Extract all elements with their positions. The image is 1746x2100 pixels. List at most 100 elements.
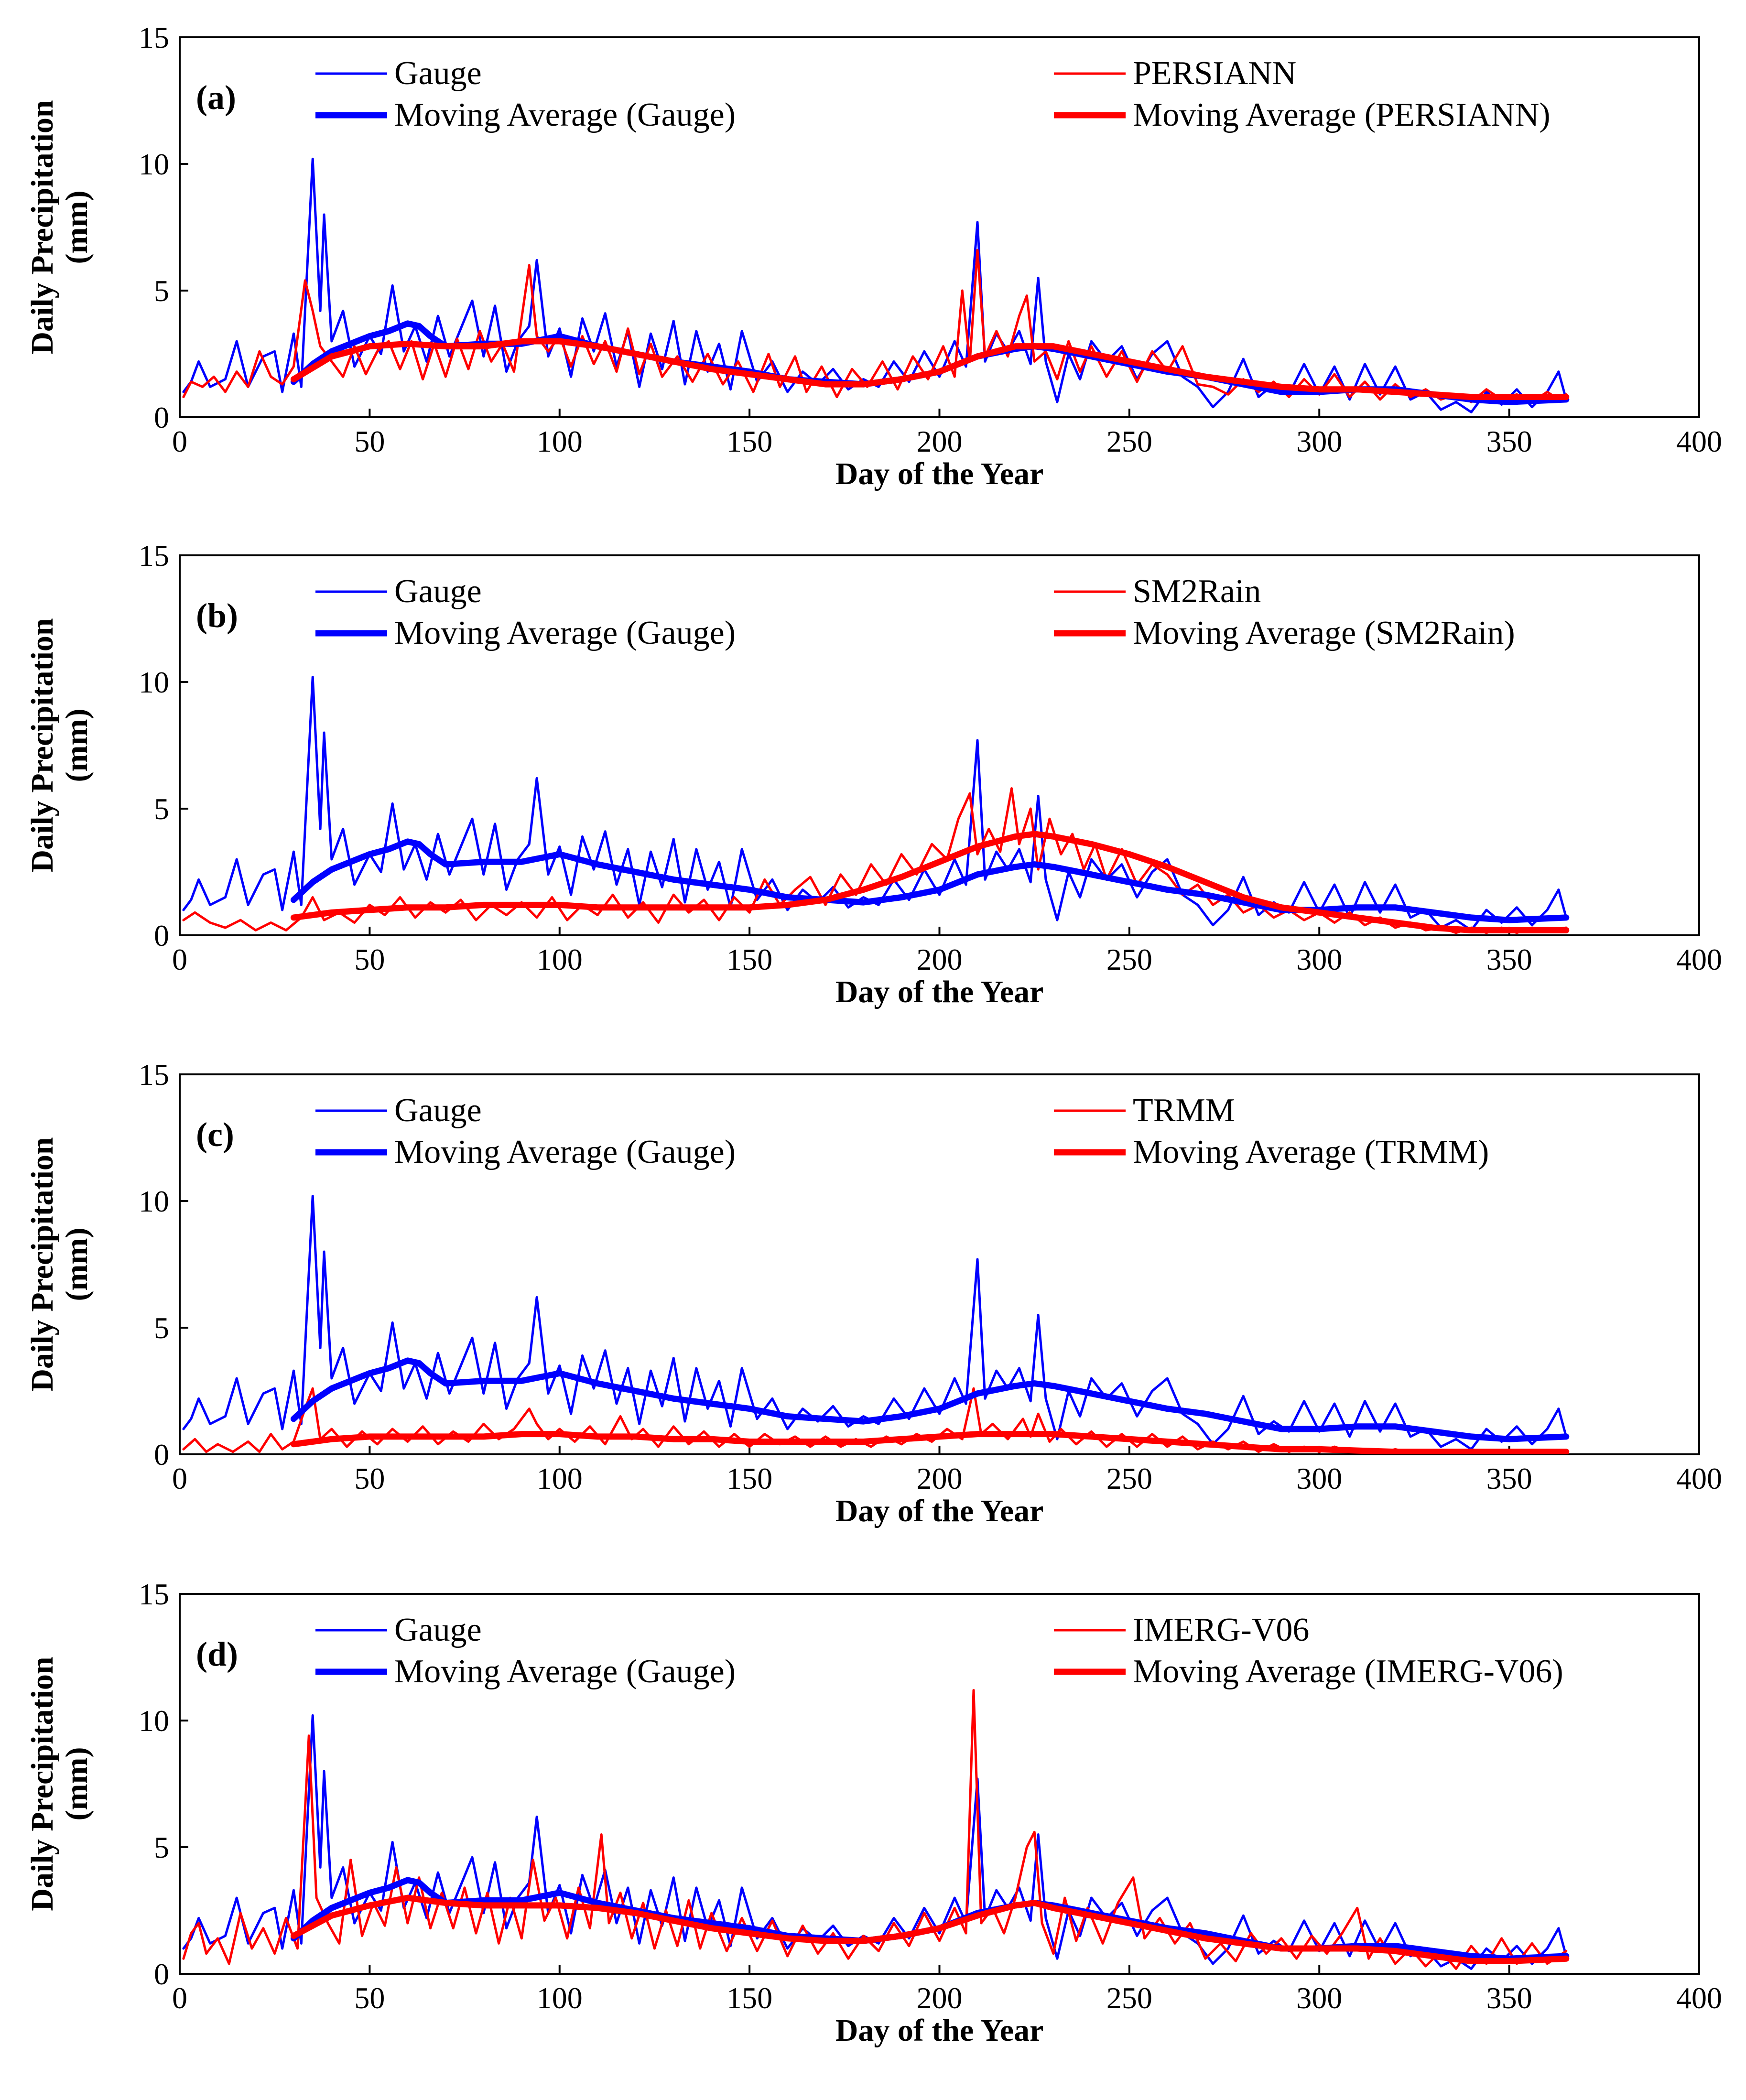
series-line-moving-average-gauge <box>290 1357 1570 1442</box>
legend-label: Gauge <box>394 1092 482 1129</box>
series-line-moving-average-persiann <box>290 338 1570 401</box>
legend-label: Moving Average (TRMM) <box>1133 1134 1489 1170</box>
x-tick-label: 100 <box>537 1981 583 2015</box>
plot-area-frame <box>179 36 1700 418</box>
legend-label: SM2Rain <box>1133 573 1261 610</box>
y-tick-label: 10 <box>139 1704 169 1738</box>
x-tick-label: 200 <box>917 942 963 976</box>
legend-label: Gauge <box>394 55 482 92</box>
y-tick-label: 5 <box>154 792 169 826</box>
y-tick-label: 0 <box>154 401 169 434</box>
legend-label: Gauge <box>394 573 482 610</box>
y-tick-label: 5 <box>154 274 169 308</box>
x-tick-label: 200 <box>917 1981 963 2015</box>
y-tick-label: 0 <box>154 1957 169 1991</box>
legend-label: Moving Average (PERSIANN) <box>1133 97 1551 133</box>
y-tick-label: 5 <box>154 1830 169 1864</box>
y-axis-unit: (mm) <box>59 709 94 782</box>
series-line-moving-average-imerg-v06 <box>290 1894 1570 1964</box>
x-tick-label: 0 <box>172 1461 187 1495</box>
x-tick-label: 50 <box>354 424 385 458</box>
plot-area-frame <box>179 1073 1700 1455</box>
x-tick-label: 400 <box>1676 942 1722 976</box>
y-axis-unit: (mm) <box>59 191 94 264</box>
x-tick-label: 50 <box>354 942 385 976</box>
x-tick-label: 0 <box>172 942 187 976</box>
series-group <box>182 1194 1570 1454</box>
legend-label: IMERG-V06 <box>1133 1612 1309 1648</box>
series-line-imerg-v06 <box>182 1689 1568 1970</box>
y-axis-title: Daily Precipitation <box>25 1137 60 1391</box>
y-axis-unit: (mm) <box>59 1228 94 1301</box>
y-axis-title: Daily Precipitation <box>25 100 60 354</box>
x-axis-title: Day of the Year <box>835 2013 1044 2048</box>
x-tick-label: 400 <box>1676 1981 1722 2015</box>
x-tick-label: 250 <box>1106 1981 1152 2015</box>
legend-label: Moving Average (Gauge) <box>394 615 736 651</box>
legend-label: TRMM <box>1133 1092 1235 1129</box>
x-tick-label: 250 <box>1106 1461 1152 1495</box>
x-tick-label: 100 <box>537 424 583 458</box>
series-line-gauge <box>182 675 1568 931</box>
x-tick-label: 350 <box>1486 1981 1532 2015</box>
y-axis-unit: (mm) <box>59 1747 94 1821</box>
x-tick-label: 100 <box>537 942 583 976</box>
y-axis-title: Daily Precipitation <box>25 618 60 872</box>
panel-label: (b) <box>196 596 238 635</box>
legend-label: Gauge <box>394 1612 482 1648</box>
x-tick-label: 250 <box>1106 424 1152 458</box>
x-tick-label: 200 <box>917 424 963 458</box>
x-tick-label: 400 <box>1676 1461 1722 1495</box>
plot-area-frame <box>179 1593 1700 1975</box>
x-tick-label: 50 <box>354 1981 385 2015</box>
panel-label: (d) <box>196 1635 238 1673</box>
x-tick-label: 300 <box>1296 424 1342 458</box>
series-group <box>182 675 1570 934</box>
panel-label: (a) <box>196 78 236 117</box>
x-tick-label: 350 <box>1486 424 1532 458</box>
x-axis-title: Day of the Year <box>835 974 1044 1009</box>
series-group <box>182 157 1570 413</box>
x-tick-label: 300 <box>1296 942 1342 976</box>
x-tick-label: 350 <box>1486 942 1532 976</box>
legend-label: Moving Average (Gauge) <box>394 1134 736 1170</box>
x-tick-label: 150 <box>727 424 772 458</box>
x-tick-label: 400 <box>1676 424 1722 458</box>
y-tick-label: 0 <box>154 1438 169 1472</box>
y-tick-label: 10 <box>139 1184 169 1218</box>
series-group <box>182 1689 1570 1970</box>
plot-area-frame <box>179 554 1700 936</box>
x-tick-label: 100 <box>537 1461 583 1495</box>
x-axis-title: Day of the Year <box>835 456 1044 491</box>
y-tick-label: 15 <box>139 1058 169 1092</box>
y-tick-label: 15 <box>139 539 169 573</box>
x-tick-label: 150 <box>727 1461 772 1495</box>
legend-label: PERSIANN <box>1133 55 1296 92</box>
series-line-gauge <box>182 1194 1568 1451</box>
y-tick-label: 10 <box>139 147 169 181</box>
legend-label: Moving Average (Gauge) <box>394 1653 736 1690</box>
legend-label: Moving Average (Gauge) <box>394 97 736 133</box>
x-tick-label: 0 <box>172 1981 187 2015</box>
x-tick-label: 150 <box>727 1981 772 2015</box>
y-tick-label: 15 <box>139 21 169 54</box>
x-tick-label: 200 <box>917 1461 963 1495</box>
y-tick-label: 0 <box>154 919 169 953</box>
x-tick-label: 300 <box>1296 1461 1342 1495</box>
series-line-moving-average-sm2rain <box>290 831 1570 933</box>
legend-label: Moving Average (IMERG-V06) <box>1133 1653 1563 1690</box>
y-axis-title: Daily Precipitation <box>25 1656 60 1911</box>
series-line-gauge <box>182 1714 1568 1970</box>
x-tick-label: 250 <box>1106 942 1152 976</box>
series-line-moving-average-trmm <box>290 1431 1570 1454</box>
y-tick-label: 5 <box>154 1311 169 1345</box>
legend-label: Moving Average (SM2Rain) <box>1133 615 1515 651</box>
y-tick-label: 15 <box>139 1577 169 1611</box>
x-axis-title: Day of the Year <box>835 1494 1044 1528</box>
